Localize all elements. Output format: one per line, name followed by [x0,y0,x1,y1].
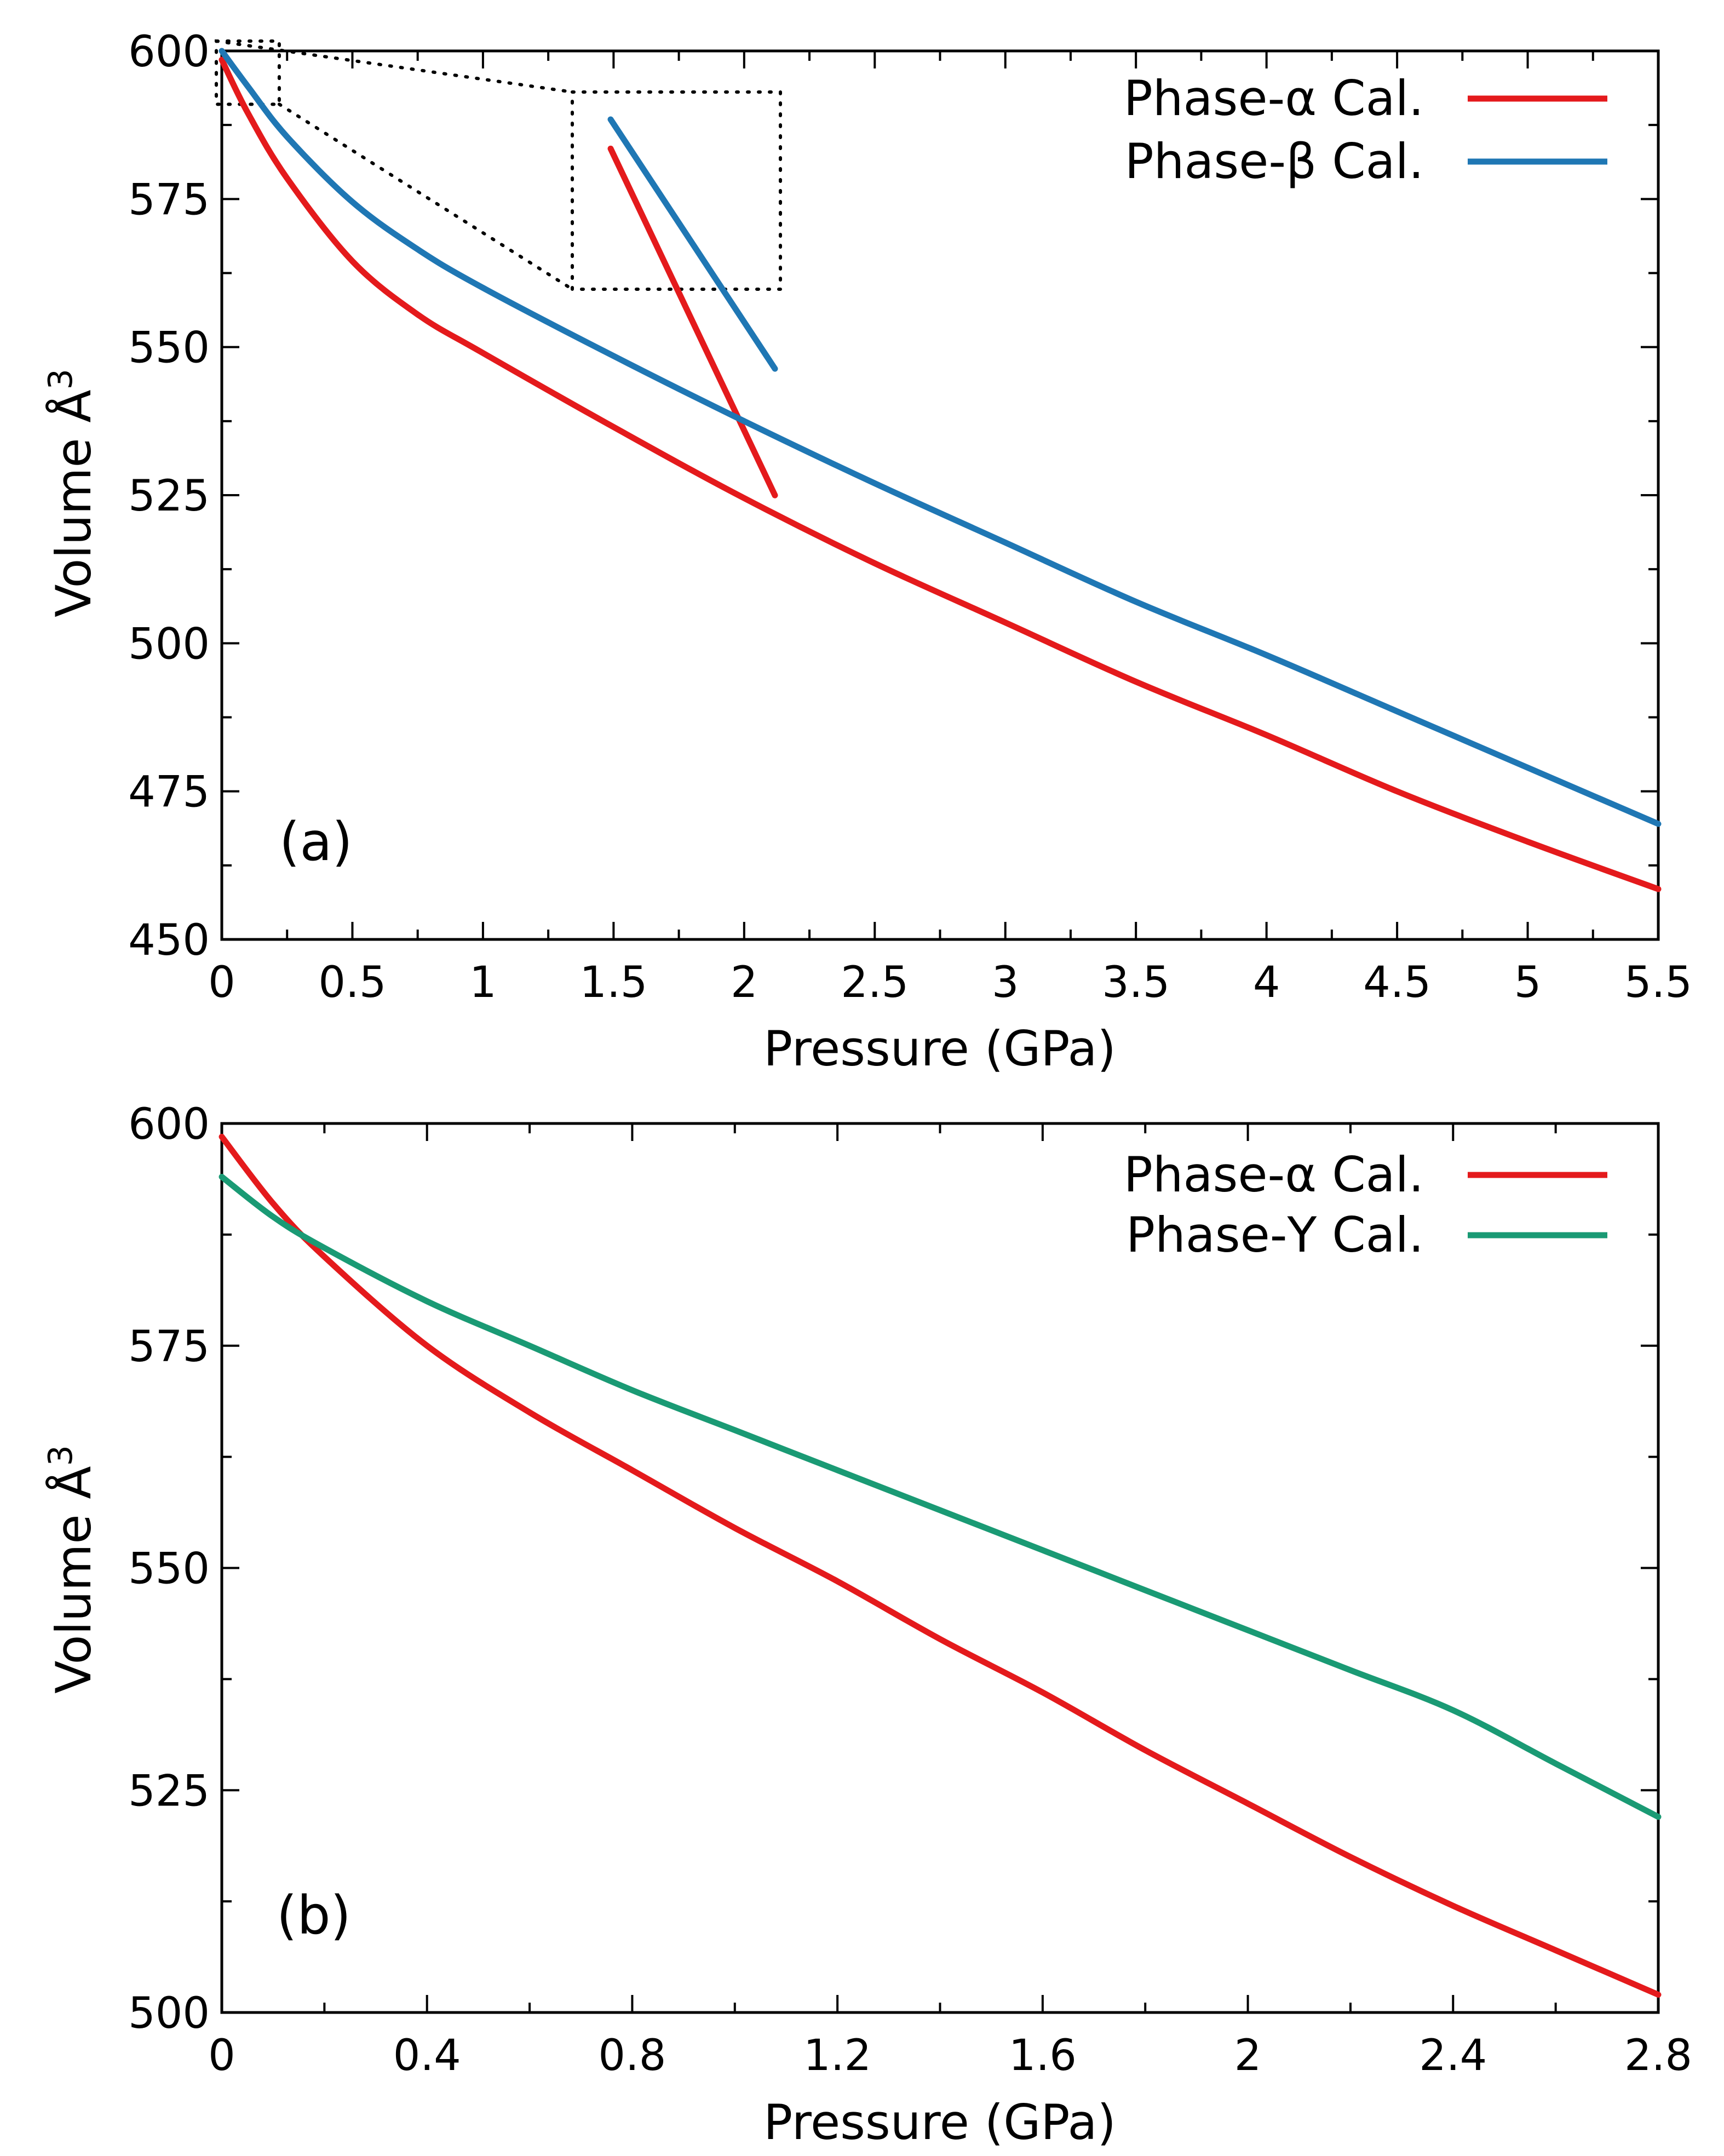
panel-a-x-axis-title: Pressure (GPa) [763,1020,1116,1077]
legend-label: Phase-β Cal. [1125,133,1424,190]
series-line-1 [219,56,1662,892]
series-line-2 [219,1173,1662,1820]
y-tick-label: 500 [128,1989,210,2038]
panel-a-y-ticks: 450 475 500 525 550 575 600 [128,27,1658,965]
panel-b-legend: Phase-α Cal.Phase-Υ Cal. [1124,1146,1607,1263]
y-tick-label: 600 [128,27,210,77]
x-tick-label: 2.5 [841,958,909,1007]
panel-a-x-ticks: 0 0.5 1 1.5 2 2.5 3 3.5 4 4.5 5 5.5 [208,51,1692,1007]
panel-b-y-ticks: 500 525 550 575 600 [128,1100,1658,2038]
panel-b-frame [220,1122,1660,2014]
panel-a-y-axis-title-main: Volume Å [45,389,102,617]
x-tick-label: 2.8 [1624,2031,1692,2080]
panel-a-y-axis-title: Volume Å3 [42,369,102,617]
x-tick-label: 3.5 [1102,958,1170,1007]
x-tick-label: 2 [1234,2031,1262,2080]
y-tick-label: 600 [128,1100,210,1149]
x-tick-label: 4.5 [1363,958,1431,1007]
panel-a-label: (a) [279,811,353,873]
x-tick-label: 0.8 [598,2031,666,2080]
series-line-2 [219,48,1662,827]
x-tick-label: 2 [731,958,758,1007]
x-tick-label: 1.6 [1009,2031,1077,2080]
legend-label: Phase-Υ Cal. [1126,1207,1424,1263]
panel-a-frame [220,49,1660,941]
y-tick-label: 550 [128,1545,210,1594]
y-tick-label: 525 [128,1767,210,1816]
y-tick-label: 450 [128,916,210,965]
x-tick-label: 1.5 [579,958,647,1007]
panel-a-inset [215,39,782,498]
x-tick-label: 5 [1514,958,1542,1007]
inset-box [571,90,782,291]
legend-label: Phase-α Cal. [1124,1146,1424,1203]
x-tick-label: 0.5 [318,958,386,1007]
panel-b-x-ticks: 0 0.4 0.8 1.2 1.6 2 2.4 2.8 [208,1123,1692,2080]
x-tick-label: 4 [1253,958,1280,1007]
x-tick-label: 3 [992,958,1019,1007]
y-tick-label: 500 [128,620,210,669]
inset-connector [215,39,574,94]
inset-connector [277,102,574,291]
y-tick-label: 575 [128,1322,210,1372]
panel-b-x-axis-title: Pressure (GPa) [763,2094,1116,2151]
panel-b-y-axis-title-main: Volume Å [45,1466,102,1693]
y-tick-label: 475 [128,768,210,817]
x-tick-label: 1.2 [803,2031,871,2080]
inset-series-1 [607,145,778,498]
panel-a-series [219,48,1662,892]
panel-a-legend: Phase-α Cal. Phase-β Cal. [1124,70,1607,190]
panel-b-series [219,1133,1662,1998]
y-tick-label: 575 [128,175,210,225]
panel-b-label: (b) [277,1885,351,1946]
inset-series-2 [607,116,778,372]
y-tick-label: 550 [128,324,210,373]
x-tick-label: 5.5 [1624,958,1692,1007]
series-line-1 [219,1133,1662,1998]
panel-b: 0 0.4 0.8 1.2 1.6 2 2.4 2.8 500 525 550 575 600 Pha… [42,1100,1692,2151]
panel-a-y-axis-title-superscript: 3 [42,369,80,389]
legend-label: Phase-α Cal. [1124,70,1424,127]
x-tick-label: 1 [469,958,497,1007]
x-tick-label: 0.4 [393,2031,461,2080]
y-tick-label: 525 [128,472,210,521]
panel-b-y-axis-title-superscript: 3 [42,1445,80,1466]
x-tick-label: 0 [208,958,235,1007]
inset-source-region [215,39,281,106]
panel-a: 0 0.5 1 1.5 2 2.5 3 3.5 4 4.5 5 5.5 450 475 500 525 550… [42,27,1692,1077]
x-tick-label: 2.4 [1419,2031,1487,2080]
x-tick-label: 0 [208,2031,235,2080]
panel-b-y-axis-title: Volume Å3 [42,1445,102,1694]
